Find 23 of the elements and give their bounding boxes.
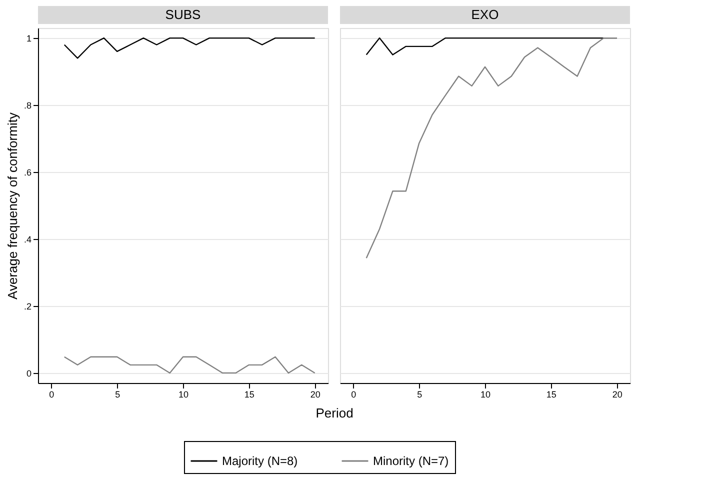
y-tick-label: .4 [24,234,32,244]
x-tick-label: 15 [546,390,556,400]
y-tick-label: .2 [24,301,32,312]
line-series [64,37,316,59]
chart-title: SUBS [165,7,202,22]
y-tick-label: 0 [26,368,32,378]
x-axis-title: Period [316,406,354,420]
x-tick-label: 15 [244,390,254,400]
x-tick-label: 0 [49,390,54,400]
x-tick-label: 10 [178,390,189,400]
legend-label: Minority (N=7) [373,454,449,468]
y-axis-title: Average frequency of conformity [4,112,20,300]
y-tick-label: 1 [26,34,32,44]
x-tick-label: 20 [310,390,320,400]
x-tick-label: 20 [612,390,622,400]
x-tick-label: 5 [417,390,422,400]
legend-label: Majority (N=8) [222,454,298,468]
y-tick-label: .8 [24,100,32,111]
x-tick-label: 5 [115,390,120,400]
x-tick-label: 10 [480,390,491,400]
chart-title: EXO [471,7,499,22]
x-tick-label: 0 [351,390,356,400]
y-tick-label: .6 [24,168,32,178]
